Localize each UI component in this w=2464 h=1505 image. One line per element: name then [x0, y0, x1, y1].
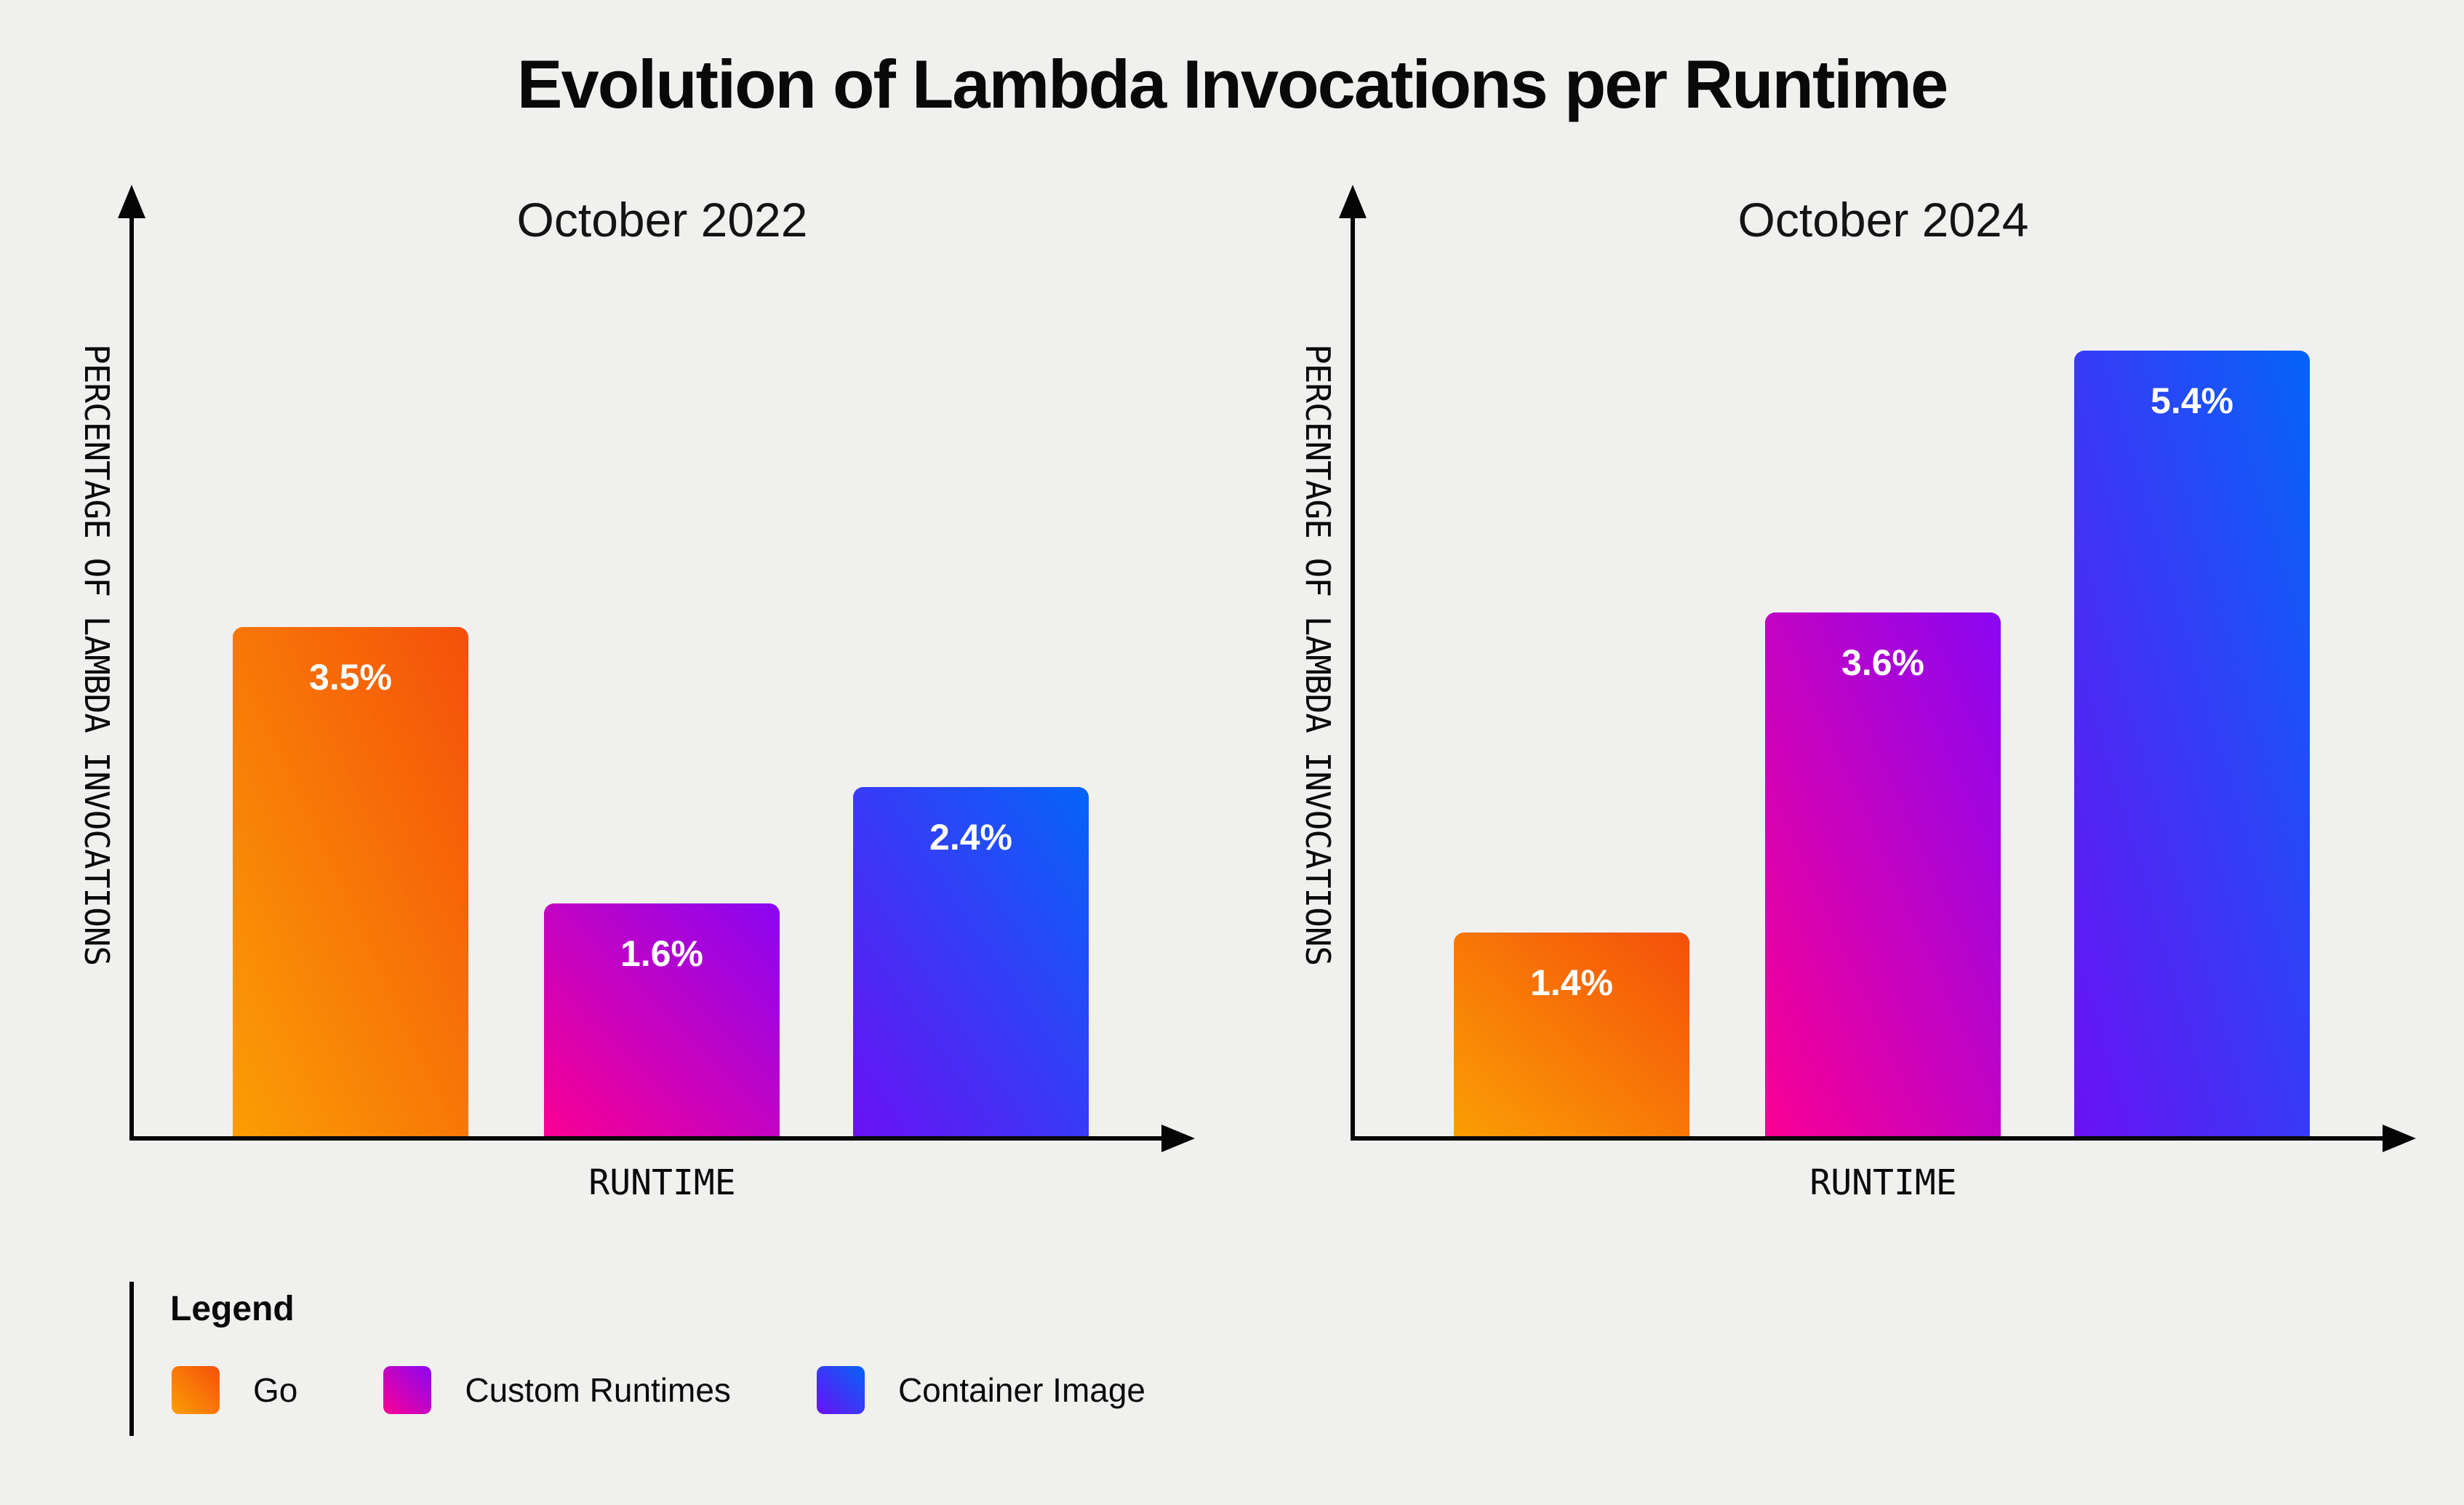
y-axis-line-2022 — [129, 207, 134, 1141]
x-axis-label-2022: RUNTIME — [588, 1162, 736, 1203]
x-axis-line-2022 — [129, 1136, 1166, 1141]
bar-go-2024: 1.4% — [1454, 933, 1689, 1136]
chart-october-2022: October 2022 PERCENTAGE OF LAMBDA INVOCA… — [77, 185, 1195, 1203]
legend: Legend Go Custom Runtimes Container Imag… — [129, 1282, 1293, 1436]
bar-value-label: 1.6% — [620, 933, 703, 974]
x-axis-arrow-icon — [1161, 1125, 1195, 1152]
chart-subtitle-2024: October 2024 — [1737, 193, 2029, 247]
bar-value-label: 3.6% — [1841, 642, 1924, 683]
legend-item-custom-runtimes: Custom Runtimes — [383, 1366, 731, 1414]
legend-item-container-image: Container Image — [816, 1366, 1146, 1414]
bar-value-label: 3.5% — [309, 657, 392, 698]
y-axis-arrow-icon — [1339, 185, 1367, 218]
bar-container-image-2022: 2.4% — [853, 787, 1089, 1136]
bar-custom-runtimes-2022: 1.6% — [544, 903, 780, 1136]
legend-label-container-image: Container Image — [897, 1371, 1146, 1409]
bar-value-label: 5.4% — [2151, 380, 2233, 421]
y-axis-arrow-icon — [118, 185, 145, 218]
bar-container-image-2024: 5.4% — [2074, 351, 2310, 1136]
y-axis-line-2024 — [1351, 207, 1355, 1141]
custom-runtimes-swatch-icon — [383, 1366, 432, 1414]
bar-value-label: 2.4% — [929, 817, 1012, 858]
x-axis-arrow-icon — [2383, 1125, 2416, 1152]
legend-row: Go Custom Runtimes Container Image — [172, 1366, 1145, 1414]
y-axis-label-2022: PERCENTAGE OF LAMBDA INVOCATIONS — [77, 344, 116, 966]
x-axis-line-2024 — [1351, 1136, 2387, 1141]
x-axis-label-2024: RUNTIME — [1809, 1162, 1957, 1203]
legend-label-custom-runtimes: Custom Runtimes — [465, 1371, 731, 1409]
y-axis-label-2024: PERCENTAGE OF LAMBDA INVOCATIONS — [1298, 344, 1337, 966]
chart-october-2024: October 2024 PERCENTAGE OF LAMBDA INVOCA… — [1298, 185, 2416, 1203]
bar-custom-runtimes-2024: 3.6% — [1765, 612, 2001, 1136]
legend-heading: Legend — [170, 1290, 295, 1328]
chart-subtitle-2022: October 2022 — [516, 193, 808, 247]
container-image-swatch-icon — [816, 1366, 865, 1414]
legend-item-go: Go — [172, 1366, 297, 1414]
go-swatch-icon — [172, 1366, 220, 1414]
bar-go-2022: 3.5% — [233, 627, 468, 1136]
page-title: Evolution of Lambda Invocations per Runt… — [516, 46, 1949, 122]
bar-value-label: 1.4% — [1530, 962, 1613, 1003]
legend-label-go: Go — [253, 1371, 298, 1409]
